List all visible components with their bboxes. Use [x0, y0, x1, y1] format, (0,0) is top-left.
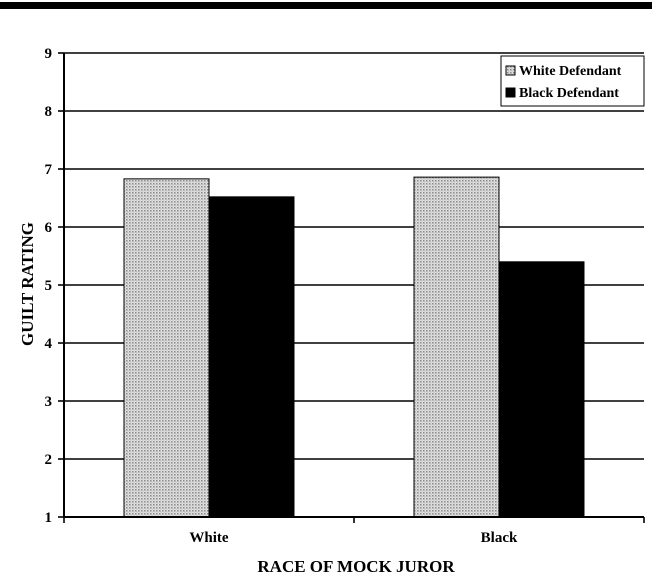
y-tick-label: 6	[45, 220, 53, 236]
y-tick-label: 4	[45, 336, 53, 352]
bars	[123, 176, 585, 518]
legend-swatch	[505, 65, 516, 76]
y-tick-label: 7	[45, 162, 53, 178]
top-rule	[0, 2, 652, 9]
legend-swatch	[505, 87, 516, 98]
y-tick-label: 2	[45, 452, 53, 468]
bar	[208, 196, 295, 518]
y-tick-label: 8	[45, 104, 53, 120]
bar	[498, 261, 585, 518]
y-axis-title: GUILT RATING	[18, 222, 37, 346]
x-axis-title: RACE OF MOCK JUROR	[257, 557, 455, 576]
legend: White Defendant Black Defendant	[500, 55, 645, 107]
axes: 1 2 3 4 5 6 7 8 9 White Black	[45, 46, 645, 546]
bar	[123, 178, 210, 518]
x-tick-label: Black	[481, 530, 518, 546]
legend-box	[500, 55, 645, 107]
y-tick-label: 9	[45, 46, 53, 62]
legend-label: White Defendant	[519, 64, 622, 79]
y-tick-label: 5	[45, 278, 53, 294]
y-tick-label: 1	[45, 510, 53, 526]
y-tick-label: 3	[45, 394, 53, 410]
x-tick-label: White	[189, 530, 229, 546]
bar	[413, 176, 500, 518]
legend-label: Black Defendant	[519, 86, 619, 101]
